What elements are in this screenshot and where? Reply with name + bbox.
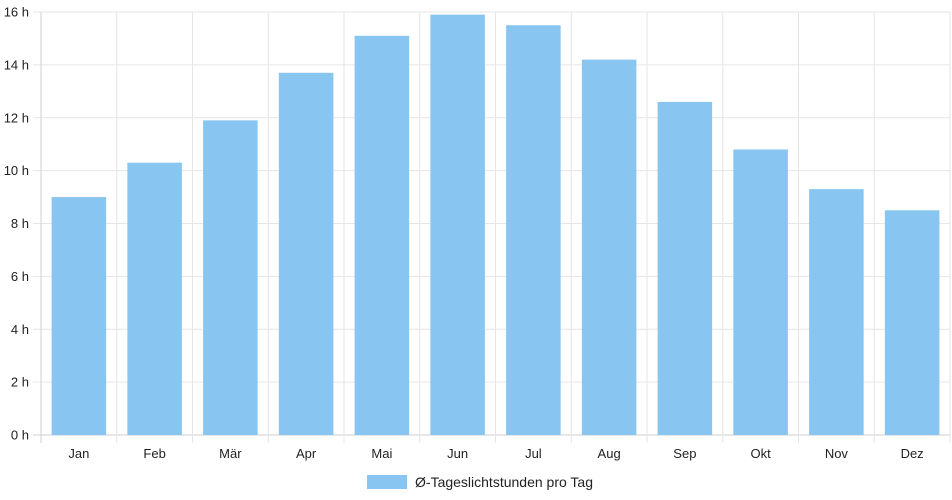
grid-lines [33,11,951,443]
x-tick-label: Mär [219,446,242,461]
x-tick-label: Mai [371,446,392,461]
y-tick-label: 0 h [11,428,29,443]
x-tick-label: Feb [143,446,165,461]
bar-apr[interactable] [278,72,334,436]
legend-label[interactable]: Ø-Tageslichtstunden pro Tag [415,474,593,490]
y-tick-label: 16 h [4,5,29,20]
x-tick-label: Okt [751,446,772,461]
bar-nov[interactable] [809,189,864,435]
x-tick-label: Dez [901,446,924,461]
x-tick-label: Nov [825,446,849,461]
bar-aug[interactable] [581,59,637,436]
legend[interactable]: Ø-Tageslichtstunden pro Tag [367,474,593,490]
y-tick-label: 6 h [11,269,29,284]
bar-mär[interactable] [203,120,258,436]
y-tick-label: 12 h [4,110,29,125]
bar-jul[interactable] [506,25,561,435]
x-tick-label: Jun [447,446,468,461]
legend-swatch[interactable] [367,475,408,489]
bar-mai[interactable] [354,35,410,435]
bar-jan[interactable] [51,197,107,435]
x-tick-label: Sep [673,446,696,461]
x-tick-label: Apr [296,446,317,461]
y-tick-label: 2 h [11,375,29,390]
x-tick-label: Jan [68,446,89,461]
y-tick-label: 8 h [11,216,29,231]
bars [51,14,940,436]
bar-sep[interactable] [657,101,713,435]
bar-feb[interactable] [127,162,182,435]
bar-okt[interactable] [733,149,788,435]
x-tick-label: Jul [525,446,542,461]
y-tick-label: 4 h [11,322,29,337]
bar-jun[interactable] [430,14,485,436]
y-tick-label: 14 h [4,57,29,72]
y-tick-label: 10 h [4,163,29,178]
x-tick-label: Aug [598,446,621,461]
bar-dez[interactable] [884,210,940,435]
tick-labels: 0 h 2 h 4 h 6 h 8 h 10 h 12 h 14 h 16 h Jan Feb Mär… [4,5,924,462]
